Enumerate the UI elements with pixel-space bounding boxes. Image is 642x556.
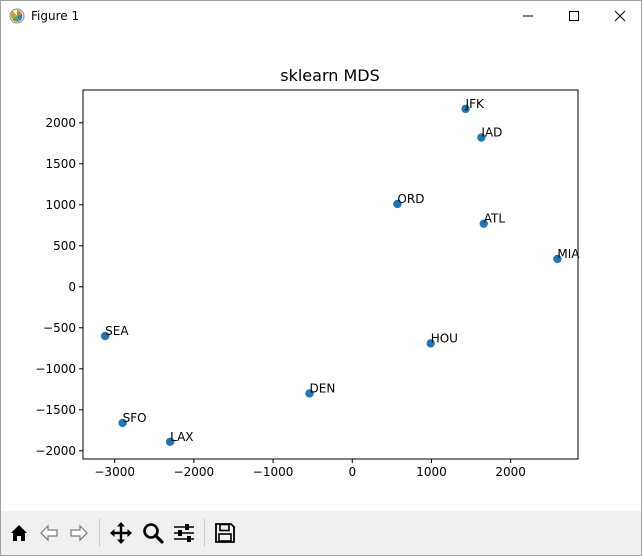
- point-label-sea: SEA: [105, 324, 129, 338]
- toolbar-separator: [204, 519, 205, 547]
- maximize-button[interactable]: [551, 1, 597, 31]
- back-arrow-icon: [40, 524, 58, 542]
- x-tick-label: 2000: [495, 465, 526, 479]
- scatter-point-jfk: [461, 104, 470, 114]
- home-icon: [11, 525, 27, 541]
- y-tick-label: −2000: [35, 444, 76, 458]
- scatter-point-den: [305, 389, 314, 398]
- title-bar[interactable]: Figure 1: [1, 1, 641, 31]
- minimize-icon: [523, 15, 533, 17]
- point-label-den: DEN: [310, 381, 336, 395]
- configure-subplots-button[interactable]: [170, 519, 198, 547]
- x-tick-label: −1000: [253, 465, 294, 479]
- point-label-ord: ORD: [397, 192, 424, 206]
- scatter-point-lax: [165, 437, 175, 446]
- point-label-mia: MIA: [557, 247, 580, 261]
- x-tick-label: −3000: [94, 465, 135, 479]
- y-tick-label: −1000: [35, 362, 76, 376]
- point-label-atl: ATL: [484, 212, 506, 226]
- point-label-lax: LAX: [170, 430, 193, 444]
- back-button[interactable]: [35, 519, 63, 547]
- close-icon: [614, 10, 626, 22]
- point-label-sfo: SFO: [123, 411, 147, 425]
- scatter-point-hou: [426, 339, 435, 348]
- maximize-icon: [569, 11, 579, 21]
- zoom-button[interactable]: [139, 519, 167, 547]
- y-tick-label: 0: [68, 280, 76, 294]
- y-tick-label: 2000: [45, 116, 76, 130]
- scatter-point-atl: [479, 219, 488, 228]
- pan-move-icon: [110, 522, 132, 544]
- toolbar-separator: [99, 519, 100, 547]
- chart-title: sklearn MDS: [280, 66, 380, 85]
- window-title: Figure 1: [31, 9, 80, 23]
- forward-arrow-icon: [70, 524, 88, 542]
- scatter-chart: sklearn MDS −3000 −2000 −1000 0 1000 2000 −20…: [35, 66, 580, 479]
- scatter-point-mia: [553, 254, 562, 264]
- data-points: [100, 104, 562, 446]
- figure-canvas[interactable]: sklearn MDS −3000 −2000 −1000 0 1000 2000 −20…: [1, 31, 641, 511]
- scatter-point-ord: [393, 199, 402, 209]
- y-tick-label: 1000: [45, 198, 76, 212]
- y-tick-label: −1500: [35, 403, 76, 417]
- point-label-hou: HOU: [431, 331, 458, 345]
- x-tick-label: 0: [348, 465, 356, 479]
- point-label-jfk: JFK: [465, 97, 485, 111]
- save-icon: [215, 523, 235, 543]
- y-tick-label: 500: [53, 239, 76, 253]
- navigation-toolbar: [1, 511, 641, 555]
- y-tick-label: −500: [43, 321, 76, 335]
- scatter-point-iad: [477, 133, 486, 142]
- sliders-icon: [174, 524, 194, 542]
- point-label-iad: IAD: [481, 126, 502, 140]
- x-axis: −3000 −2000 −1000 0 1000 2000: [94, 459, 526, 479]
- x-tick-label: 1000: [416, 465, 447, 479]
- scatter-point-sfo: [118, 418, 127, 428]
- x-tick-label: −2000: [174, 465, 215, 479]
- forward-button[interactable]: [65, 519, 93, 547]
- pan-button[interactable]: [107, 519, 135, 547]
- scatter-point-sea: [100, 331, 110, 341]
- y-tick-label: 1500: [45, 157, 76, 171]
- home-button[interactable]: [5, 519, 33, 547]
- matplotlib-logo-icon: [9, 8, 25, 24]
- point-labels: JFK IAD ORD ATL MIA SEA HOU DEN SFO LAX: [105, 97, 580, 444]
- plot-area: [82, 89, 579, 460]
- minimize-button[interactable]: [505, 1, 551, 31]
- close-button[interactable]: [597, 1, 642, 31]
- y-axis: −2000 −1500 −1000 −500 0 500 1000 1500 2000: [35, 116, 83, 458]
- save-button[interactable]: [211, 519, 239, 547]
- zoom-icon: [143, 523, 164, 544]
